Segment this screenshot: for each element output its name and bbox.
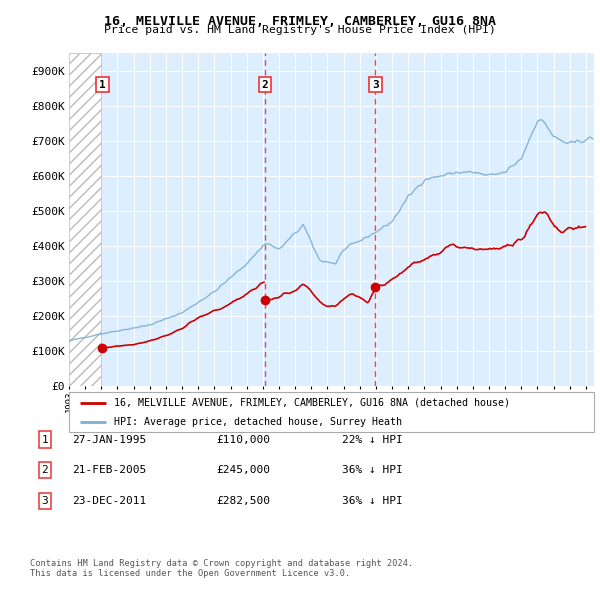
Text: 1: 1 xyxy=(99,80,106,90)
Text: Contains HM Land Registry data © Crown copyright and database right 2024.: Contains HM Land Registry data © Crown c… xyxy=(30,559,413,568)
Text: 16, MELVILLE AVENUE, FRIMLEY, CAMBERLEY, GU16 8NA: 16, MELVILLE AVENUE, FRIMLEY, CAMBERLEY,… xyxy=(104,15,496,28)
Text: This data is licensed under the Open Government Licence v3.0.: This data is licensed under the Open Gov… xyxy=(30,569,350,578)
Text: HPI: Average price, detached house, Surrey Heath: HPI: Average price, detached house, Surr… xyxy=(113,417,401,427)
FancyBboxPatch shape xyxy=(69,392,594,432)
Text: 1: 1 xyxy=(41,435,49,444)
Text: 23-DEC-2011: 23-DEC-2011 xyxy=(72,496,146,506)
Text: 36% ↓ HPI: 36% ↓ HPI xyxy=(342,466,403,475)
Text: 3: 3 xyxy=(41,496,49,506)
Text: 21-FEB-2005: 21-FEB-2005 xyxy=(72,466,146,475)
Text: £282,500: £282,500 xyxy=(216,496,270,506)
Text: 36% ↓ HPI: 36% ↓ HPI xyxy=(342,496,403,506)
Text: 27-JAN-1995: 27-JAN-1995 xyxy=(72,435,146,444)
Text: 22% ↓ HPI: 22% ↓ HPI xyxy=(342,435,403,444)
Text: 3: 3 xyxy=(372,80,379,90)
Text: 16, MELVILLE AVENUE, FRIMLEY, CAMBERLEY, GU16 8NA (detached house): 16, MELVILLE AVENUE, FRIMLEY, CAMBERLEY,… xyxy=(113,398,509,408)
Text: Price paid vs. HM Land Registry's House Price Index (HPI): Price paid vs. HM Land Registry's House … xyxy=(104,25,496,35)
Text: 2: 2 xyxy=(262,80,268,90)
Text: £245,000: £245,000 xyxy=(216,466,270,475)
Text: £110,000: £110,000 xyxy=(216,435,270,444)
Bar xyxy=(69,53,101,386)
Text: 2: 2 xyxy=(41,466,49,475)
